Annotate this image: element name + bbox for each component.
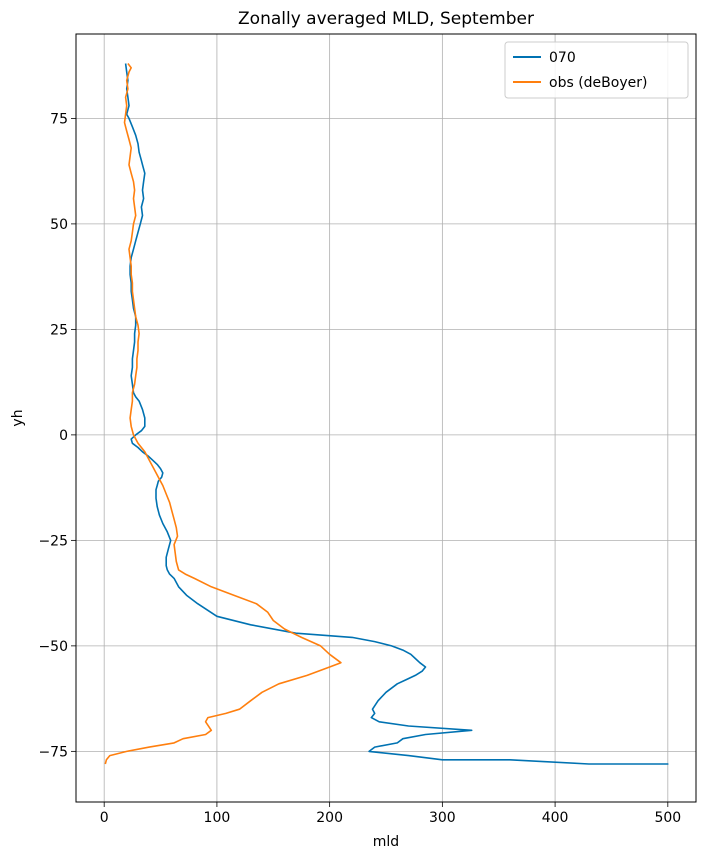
y-tick-label-3: 0 bbox=[59, 428, 68, 444]
y-tick-label-2: −25 bbox=[38, 533, 68, 549]
ticks: 0 100 200 300 400 500 −75 −50 −25 0 25 50 75 bbox=[38, 111, 681, 826]
x-tick-label-5: 500 bbox=[654, 810, 681, 826]
legend-label-1: obs (deBoyer) bbox=[549, 75, 647, 91]
legend-label-0: 070 bbox=[549, 50, 576, 66]
y-tick-label-6: 75 bbox=[50, 111, 68, 127]
chart-title: Zonally averaged MLD, September bbox=[238, 9, 534, 29]
x-axis-label: mld bbox=[373, 834, 399, 850]
y-axis-label: yh bbox=[10, 409, 26, 426]
legend-box bbox=[504, 41, 689, 99]
axes-frame bbox=[75, 33, 697, 803]
x-tick-label-4: 400 bbox=[542, 810, 569, 826]
grid-lines bbox=[76, 34, 696, 802]
y-tick-label-0: −75 bbox=[38, 744, 68, 760]
x-tick-label-0: 0 bbox=[100, 810, 109, 826]
x-tick-label-3: 300 bbox=[429, 810, 456, 826]
series-line-1 bbox=[104, 63, 342, 765]
y-tick-label-4: 25 bbox=[50, 322, 68, 338]
series-layer bbox=[104, 63, 669, 765]
y-tick-label-5: 50 bbox=[50, 217, 68, 233]
x-tick-label-1: 100 bbox=[204, 810, 231, 826]
y-tick-label-1: −50 bbox=[38, 639, 68, 655]
x-tick-label-2: 200 bbox=[316, 810, 343, 826]
series-line-0 bbox=[124, 63, 669, 765]
legend: 070 obs (deBoyer) bbox=[504, 41, 689, 99]
